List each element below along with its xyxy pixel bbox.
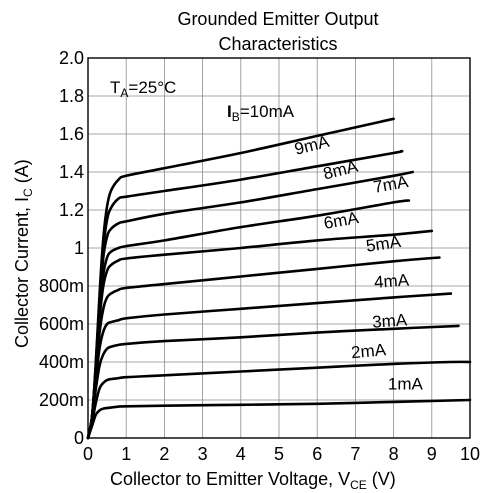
y-tick-label: 1.8	[59, 86, 84, 106]
x-tick-label: 4	[236, 444, 246, 464]
x-tick-label: 6	[312, 444, 322, 464]
series-label-4mA: 4mA	[373, 270, 410, 291]
y-tick-label: 600m	[39, 314, 84, 334]
series-label-3mA: 3mA	[372, 310, 409, 331]
temp-annotation: TA=25°C	[110, 78, 176, 100]
curves	[86, 117, 472, 440]
y-tick-label: 800m	[39, 276, 84, 296]
x-tick-label: 8	[389, 444, 399, 464]
y-tick-label: 1.4	[59, 162, 84, 182]
y-tick-label: 0	[74, 428, 84, 448]
y-axis-label: Collector Current, IC (A)	[12, 159, 35, 348]
series-label-2mA: 2mA	[350, 340, 387, 362]
x-tick-label: 7	[350, 444, 360, 464]
x-tick-label: 2	[159, 444, 169, 464]
series-label-9mA: 9mA	[293, 132, 332, 159]
base-current-annotation: IB=10mA	[227, 102, 295, 124]
curve-10mA	[86, 117, 395, 440]
y-tick-label: 1	[74, 238, 84, 258]
y-tick-label: 200m	[39, 390, 84, 410]
series-label-8mA: 8mA	[321, 156, 360, 183]
curve-2mA	[86, 360, 472, 440]
plot-frame	[87, 57, 471, 439]
x-axis-label: Collector to Emitter Voltage, VCE (V)	[110, 469, 396, 492]
x-tick-label: 1	[121, 444, 131, 464]
x-tick-labels: 0 1 2 3 4 5 6 7 8 9 10	[83, 444, 480, 464]
x-tick-label: 9	[427, 444, 437, 464]
x-tick-label: 0	[83, 444, 93, 464]
series-label-7mA: 7mA	[372, 172, 410, 197]
y-tick-label: 2.0	[59, 48, 84, 68]
curve-8mA	[86, 170, 414, 440]
chart-title: Grounded Emitter Output	[177, 9, 379, 29]
y-tick-label: 1.2	[59, 200, 84, 220]
series-label-1mA: 1mA	[388, 375, 424, 394]
series-label-6mA: 6mA	[322, 208, 360, 233]
curve-1mA	[86, 398, 472, 440]
series-label-5mA: 5mA	[365, 232, 403, 256]
x-tick-label: 5	[274, 444, 284, 464]
y-tick-labels: 0 200m 400m 600m 800m 1 1.2 1.4 1.6 1.8 2.0	[39, 48, 84, 448]
x-tick-label: 3	[198, 444, 208, 464]
y-tick-label: 400m	[39, 352, 84, 372]
y-tick-label: 1.6	[59, 124, 84, 144]
x-tick-label: 10	[460, 444, 480, 464]
chart-subtitle: Characteristics	[218, 34, 338, 54]
